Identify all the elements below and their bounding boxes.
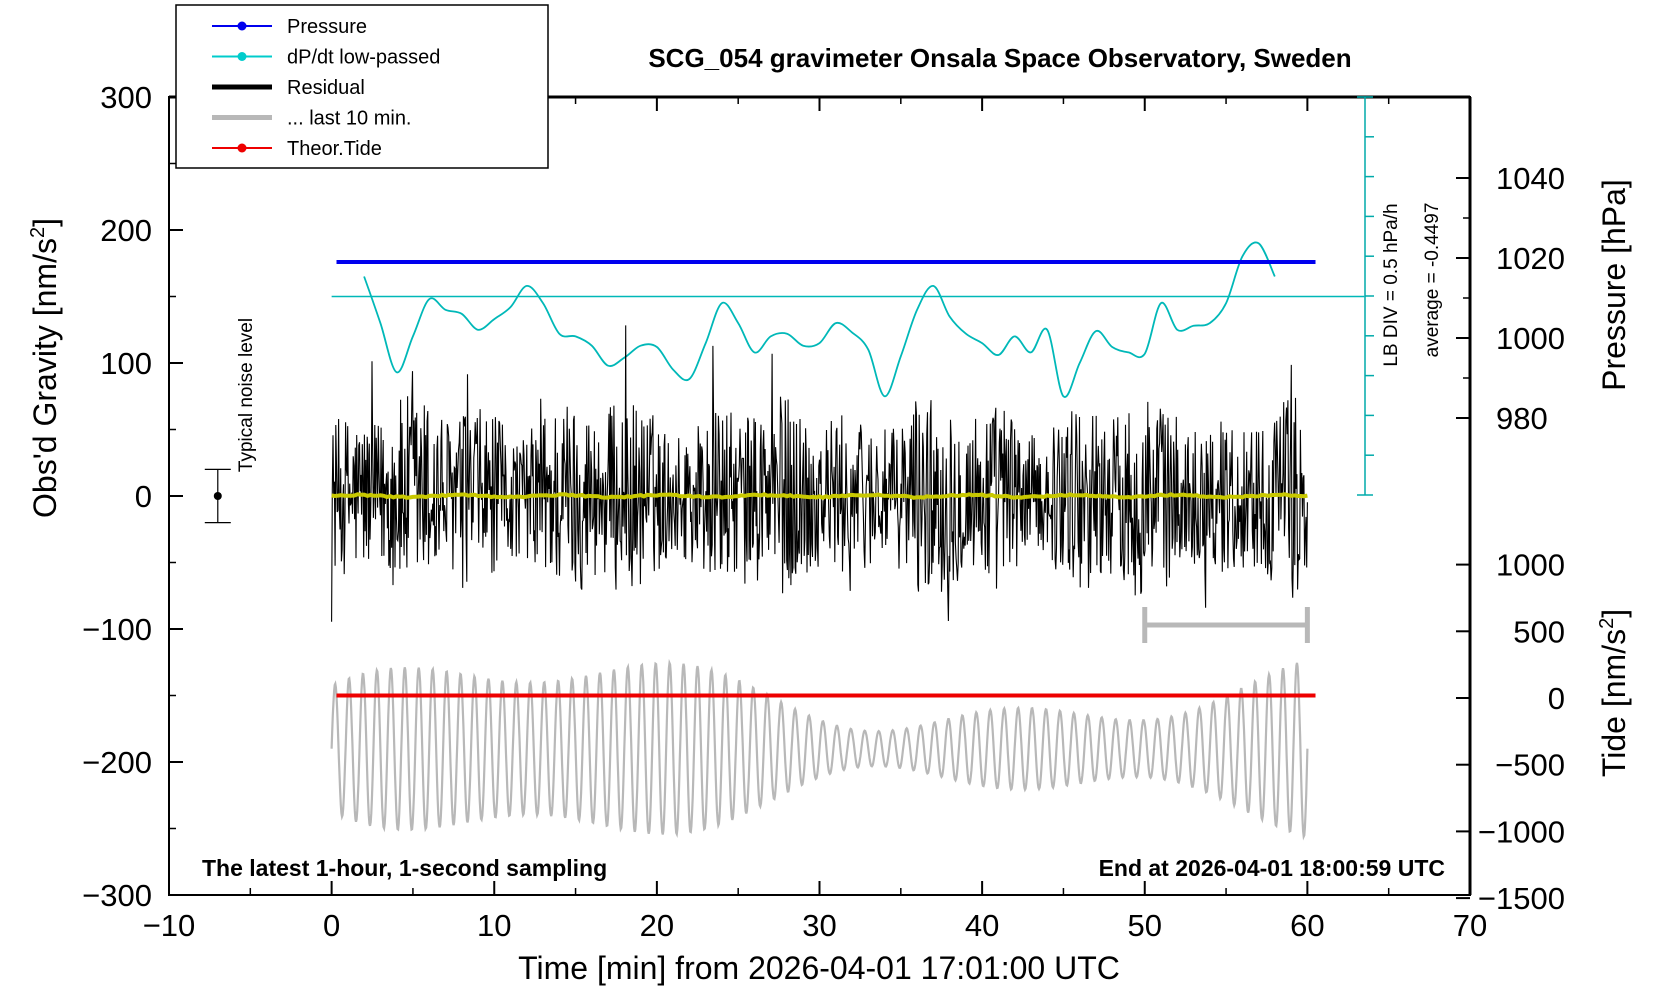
- legend-label: Residual: [287, 77, 365, 99]
- end-time-note: End at 2026-04-01 18:00:59 UTC: [1099, 855, 1445, 881]
- sampling-note: The latest 1-hour, 1-second sampling: [202, 855, 607, 881]
- x-tick-label: −10: [143, 908, 196, 943]
- tide-tick-label: 1000: [1496, 548, 1565, 583]
- data-layer: [204, 96, 1374, 841]
- y-axis-title: Obs'd Gravity [nm/s2]: [27, 218, 63, 518]
- y-tick-label: 100: [100, 346, 152, 381]
- y-tick-label: −200: [82, 745, 152, 780]
- residual-smoothed: [331, 492, 1308, 500]
- tide-tick-label: 0: [1548, 681, 1565, 716]
- pressure-tick-label: 1000: [1496, 321, 1565, 356]
- legend-label: ... last 10 min.: [287, 108, 412, 130]
- legend-marker: [237, 21, 247, 31]
- dpdt-average-label: average = -0.4497: [1422, 203, 1443, 358]
- tide-axis-title-close: ]: [1596, 609, 1632, 618]
- legend-marker: [237, 143, 247, 153]
- x-tick-label: 60: [1290, 908, 1324, 943]
- x-tick-label: 40: [965, 908, 999, 943]
- tide-tick-label: −500: [1495, 748, 1565, 783]
- pressure-axis-title: Pressure [hPa]: [1596, 179, 1632, 391]
- legend-box: [175, 4, 549, 169]
- x-tick-label: 20: [640, 908, 674, 943]
- x-tick-label: 30: [802, 908, 836, 943]
- dpdt-curve: [363, 241, 1276, 398]
- tide-tick-label: −1500: [1478, 881, 1565, 916]
- tide-tick-label: 500: [1513, 614, 1565, 649]
- pressure-tick-label: 1040: [1496, 161, 1565, 196]
- residual-series: [331, 325, 1308, 622]
- noise-level-label: Typical noise level: [236, 318, 257, 472]
- y-tick-label: −300: [82, 878, 152, 913]
- legend-label: dP/dt low-passed: [287, 47, 440, 69]
- tide-oscillation: [330, 658, 1309, 841]
- y-axis-title-main: Obs'd Gravity [nm/s: [27, 238, 63, 518]
- legend-label: Theor.Tide: [287, 138, 382, 160]
- tide-tick-label: −1000: [1478, 814, 1565, 849]
- y-tick-label: 0: [135, 479, 152, 514]
- legend-label: Pressure: [287, 16, 367, 38]
- y-tick-label: 300: [100, 80, 152, 115]
- chart-title: SCG_054 gravimeter Onsala Space Observat…: [648, 43, 1351, 73]
- x-tick-label: 10: [477, 908, 511, 943]
- tide-axis-title-sup: 2: [1596, 618, 1618, 629]
- tide-axis-title-main: Tide [nm/s: [1596, 629, 1632, 777]
- tide-axis-title: Tide [nm/s2]: [1596, 609, 1632, 777]
- legend: Pressure dP/dt low-passed Residual ... last…: [175, 4, 549, 169]
- legend-marker: [237, 52, 247, 61]
- y-axis-title-sup: 2: [27, 227, 49, 238]
- y-tick-label: −100: [82, 612, 152, 647]
- x-tick-label: 70: [1453, 908, 1487, 943]
- pressure-tick-label: 1020: [1496, 241, 1565, 276]
- dpdt-scale-label: LB DIV = 0.5 hPa/h: [1381, 203, 1402, 366]
- x-tick-label: 0: [323, 908, 340, 943]
- x-axis-title: Time [min] from 2026-04-01 17:01:00 UTC: [518, 950, 1120, 986]
- tick-layer: −10 0 10 20 30 40 50 60 703002001000−100−200−300…: [82, 80, 1565, 943]
- y-tick-label: 200: [100, 213, 152, 248]
- noise-bar-dot: [213, 492, 222, 500]
- pressure-tick-label: 980: [1496, 401, 1548, 436]
- y-axis-title-close: ]: [27, 218, 63, 227]
- x-tick-label: 50: [1128, 908, 1162, 943]
